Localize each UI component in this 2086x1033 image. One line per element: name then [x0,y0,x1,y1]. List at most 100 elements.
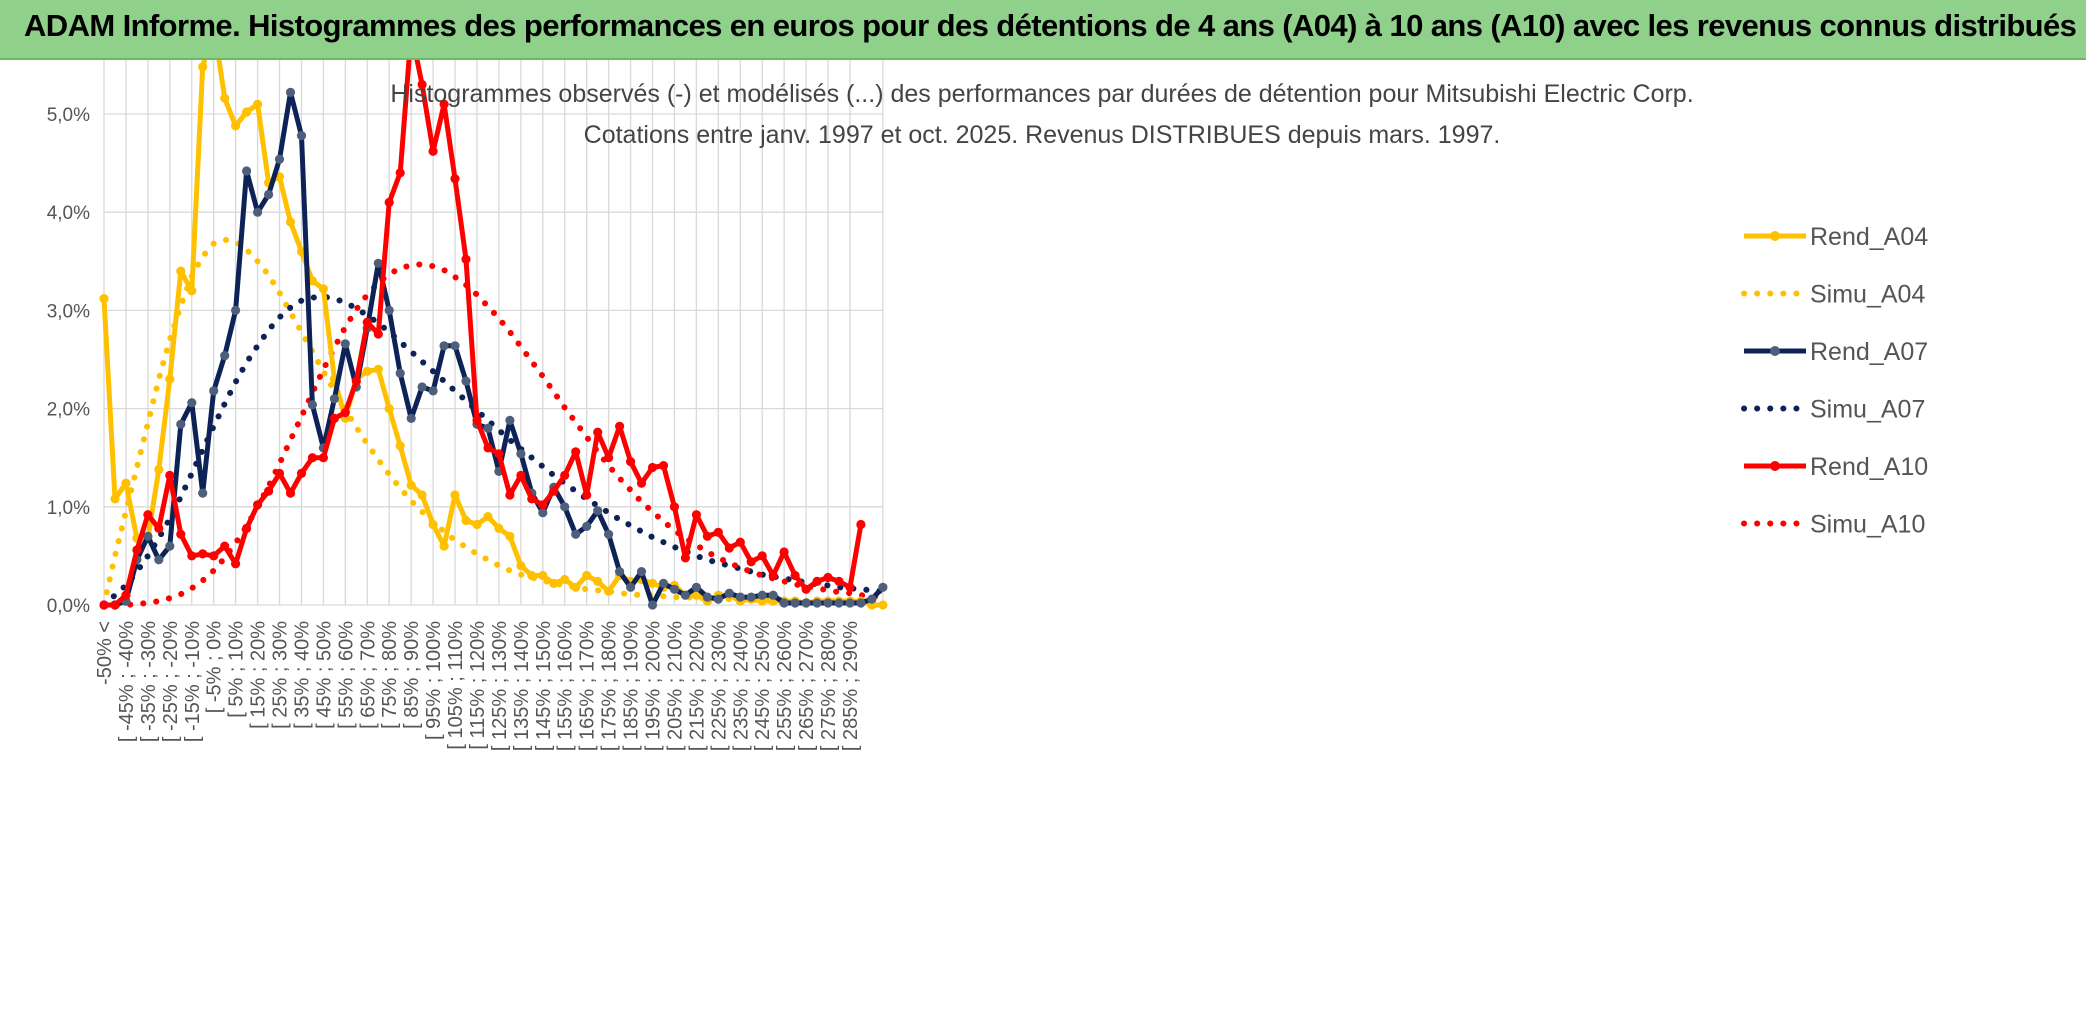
data-point-rend-a10 [395,168,405,178]
data-point-rend-a04 [450,490,460,500]
x-tick-label: [ 225% ; 230% [708,621,730,751]
data-point-rend-a10 [527,494,537,504]
data-point-rend-a10 [669,502,680,512]
x-axis-ticks: -50% <[ -45% ; -40%[ -35% ; -30%[ -25% ;… [94,621,862,751]
series-line-simu-a07 [101,293,886,608]
data-point-rend-a07 [516,449,526,459]
data-point-rend-a07 [735,592,745,602]
data-point-rend-a10 [110,600,120,610]
data-point-rend-a10 [242,523,252,533]
data-point-rend-a07 [505,415,515,425]
x-tick-label: [ 175% ; 180% [599,621,621,751]
data-point-rend-a07 [165,541,175,551]
data-point-rend-a10 [560,470,570,480]
data-point-rend-a07 [220,351,230,361]
data-point-rend-a07 [428,386,438,396]
data-point-rend-a07 [593,506,603,516]
data-point-rend-a10 [746,557,756,567]
data-point-rend-a10 [494,449,504,459]
data-point-rend-a10 [187,551,197,561]
data-point-rend-a10 [220,541,230,551]
data-point-rend-a10 [231,559,241,569]
data-point-rend-a10 [823,572,833,583]
data-point-rend-a04 [560,574,570,585]
legend-label: Simu_A07 [1810,396,1925,424]
data-point-rend-a07 [713,594,723,604]
data-point-rend-a07 [604,529,614,539]
report-title: ADAM Informe. Histogrammes des performan… [24,8,2077,43]
chart-legend: Rend_A04 Simu_A04 Rend_A07 Simu_A07 Rend_A10… [1741,223,1928,539]
data-point-rend-a07 [812,598,822,608]
data-point-rend-a07 [253,207,263,217]
x-tick-label: [ -35% ; -30% [138,621,160,742]
data-point-rend-a10 [99,600,109,610]
x-tick-label: [ 125% ; 130% [489,621,511,751]
legend-item-simu-a07: Simu_A07 [1741,396,1925,424]
chart-grid [103,60,884,606]
data-point-rend-a10 [264,486,274,496]
legend-marker [1770,346,1780,356]
data-point-rend-a10 [516,470,526,480]
y-tick-label: 0,0% [47,596,90,617]
data-point-rend-a10 [582,490,592,500]
data-point-rend-a10 [472,415,482,425]
data-point-rend-a07 [439,341,449,351]
data-point-rend-a07 [242,166,252,176]
data-point-rend-a10 [384,197,394,207]
x-tick-label: [ 205% ; 210% [664,621,686,751]
data-point-rend-a07 [658,578,669,589]
data-point-rend-a07 [143,531,153,541]
data-point-rend-a07 [461,376,471,386]
data-point-rend-a07 [779,598,789,608]
x-tick-label: [ 75% ; 80% [379,621,401,729]
data-point-rend-a07 [296,131,307,141]
x-tick-label: [ 155% ; 160% [555,621,577,751]
data-point-rend-a04 [472,519,482,530]
data-point-rend-a10 [450,174,460,184]
data-point-rend-a10 [209,551,219,561]
x-tick-label: [ 165% ; 170% [577,621,599,751]
data-point-rend-a04 [99,294,109,304]
data-point-rend-a10 [461,254,471,264]
data-point-rend-a07 [702,592,713,602]
data-point-rend-a07 [154,555,164,565]
data-point-rend-a04 [187,286,197,296]
report-banner: ADAM Informe. Histogrammes des performan… [0,0,2086,60]
x-tick-label: [ 45% ; 50% [313,621,335,729]
data-point-rend-a10 [307,453,317,463]
y-axis-ticks: 0,0%1,0%2,0%3,0%4,0%5,0%6,0%7,0% [47,105,90,617]
data-point-rend-a04 [878,600,888,610]
x-tick-label: -50% < [94,621,116,685]
legend-marker [1770,231,1780,241]
data-point-rend-a07 [560,502,570,512]
data-point-rend-a07 [626,582,636,592]
y-tick-label: 2,0% [47,400,90,421]
chart-title: Histogrammes observés (-) et modélisés (… [390,80,1693,108]
data-point-rend-a10 [593,427,603,437]
legend-label: Rend_A04 [1810,223,1928,251]
data-point-rend-a10 [285,488,296,498]
data-point-rend-a10 [834,576,844,587]
data-point-rend-a10 [549,486,559,496]
data-point-rend-a10 [274,468,285,478]
legend-item-simu-a04: Simu_A04 [1741,281,1925,309]
data-point-rend-a10 [768,570,778,581]
data-point-rend-a04 [253,99,263,109]
data-point-rend-a10 [658,461,669,471]
data-point-rend-a10 [713,527,723,537]
data-point-rend-a07 [373,258,383,268]
data-point-rend-a07 [187,398,197,408]
data-point-rend-a07 [406,413,416,423]
x-tick-label: [ 145% ; 150% [533,621,555,751]
data-point-rend-a07 [834,598,844,608]
y-tick-label: 4,0% [47,203,90,224]
data-point-rend-a07 [384,305,394,315]
legend-item-simu-a10: Simu_A10 [1741,511,1925,539]
data-point-rend-a04 [582,570,592,581]
data-point-rend-a07 [680,590,691,600]
data-point-rend-a07 [757,590,767,600]
data-point-rend-a04 [384,404,394,414]
data-point-rend-a07 [264,189,274,200]
x-tick-label: [ 5% ; 10% [226,621,248,718]
legend-label: Rend_A07 [1810,338,1928,366]
